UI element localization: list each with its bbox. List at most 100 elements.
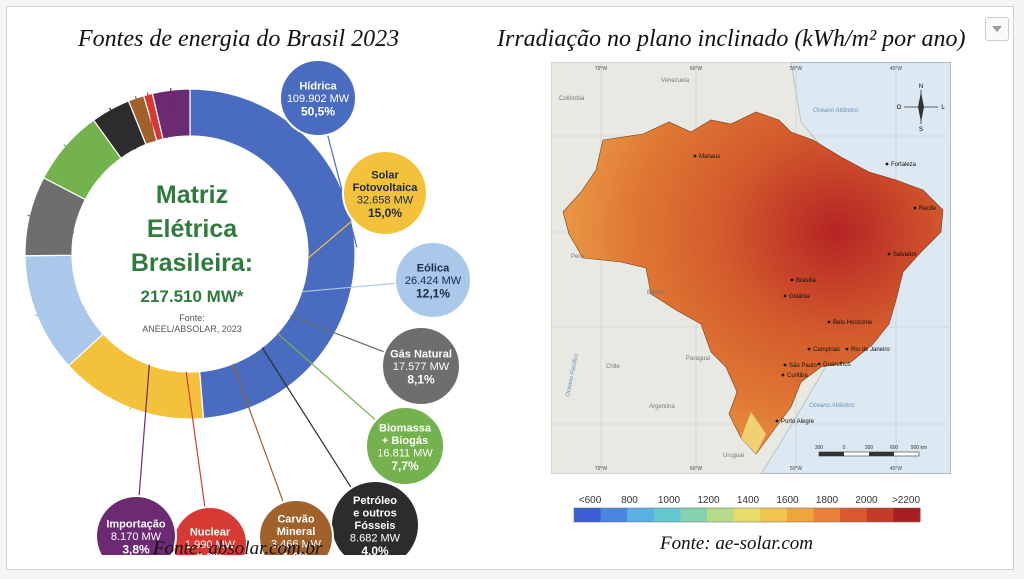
- city-label: Guarulhos: [823, 362, 851, 368]
- city-dot: [783, 363, 787, 367]
- chevron-down-icon[interactable]: [985, 17, 1009, 41]
- colorbar-cell: [786, 508, 815, 522]
- slice-mw: 32.658 MW: [357, 194, 414, 206]
- slice-mw: 1.990 MW: [185, 539, 236, 551]
- donut-hole: [72, 136, 308, 372]
- left-title: Fontes de energia do Brasil 2023: [78, 26, 400, 52]
- colorbar-cell: [760, 508, 788, 522]
- brazil-heatmap: [562, 111, 944, 455]
- colorbar-cell: [707, 508, 735, 522]
- slice-name: Nuclear: [190, 527, 231, 539]
- slice-mw: 16.811 MW: [377, 447, 433, 459]
- city-dot: [790, 278, 794, 282]
- ocean-label: Oceano Atlântico: [813, 108, 859, 114]
- country-label: Chile: [606, 364, 620, 370]
- center-source: ANEEL/ABSOLAR, 2023: [142, 324, 242, 334]
- center-line3: Brasileira:: [131, 249, 253, 277]
- center-line1: Matriz: [156, 181, 228, 209]
- city-label: São Paulo: [789, 363, 817, 369]
- colorbar-cell: [866, 508, 894, 522]
- scale-label: 900 km: [911, 445, 927, 451]
- slice-mw: 17.577 MW: [393, 361, 450, 373]
- city-label: Fortaleza: [891, 162, 917, 168]
- colorbar-tick-label: 800: [621, 495, 638, 506]
- slice-name: Fósseis: [355, 520, 396, 532]
- irradiation-colorbar: <600 800 1000 1200 1400 1600 1800 2000 >2200: [573, 495, 921, 523]
- scale-bar: 300 0 300 600 900 km: [815, 445, 927, 457]
- colorbar-cell: [813, 508, 841, 522]
- city-label: Salvador: [893, 252, 917, 258]
- slice-mw: 26.424 MW: [405, 275, 462, 287]
- compass-s: S: [919, 127, 923, 133]
- slice-name: e outros: [353, 508, 396, 520]
- colorbar-cell: [840, 508, 868, 522]
- colorbar-tick-label: 1800: [816, 495, 839, 506]
- city-dot: [827, 320, 831, 324]
- scale-label: 600: [890, 445, 899, 451]
- city-label: Curitiba: [787, 373, 808, 379]
- slice-percent: 8,1%: [407, 373, 435, 387]
- slice-name: Solar: [371, 169, 399, 181]
- slice-percent: 50,5%: [301, 105, 335, 119]
- slice-name: Carvão: [277, 513, 315, 525]
- city-dot: [775, 419, 779, 423]
- center-total: 217.510 MW*: [141, 287, 244, 306]
- colorbar-border: [573, 507, 921, 523]
- center-source-label: Fonte:: [179, 313, 205, 323]
- slice-name: Petróleo: [353, 495, 397, 507]
- slice-name: Mineral: [277, 526, 316, 538]
- scale-label: 300: [815, 445, 824, 451]
- city-dot: [817, 362, 821, 366]
- city-label: Recife: [919, 206, 937, 212]
- south-low-zone: [741, 412, 766, 454]
- lon-tick-top: 40°W: [890, 66, 903, 72]
- slice-mw: 109.902 MW: [287, 93, 350, 105]
- colorbar-tick-label: 1400: [737, 495, 760, 506]
- energy-matrix-donut: Matriz Elétrica Brasileira: 217.510 MW* …: [24, 59, 472, 556]
- colorbar-tick-label: 1000: [658, 495, 681, 506]
- compass-l: L: [941, 105, 945, 111]
- city-label: Belo Horizonte: [833, 320, 873, 326]
- city-dot: [807, 347, 811, 351]
- country-label: Uruguai: [723, 453, 744, 459]
- colorbar-cell: [733, 508, 761, 522]
- lon-tick-top: 60°W: [690, 66, 703, 72]
- slice-percent: 0,9%: [196, 551, 224, 556]
- city-dot: [693, 154, 697, 158]
- slice-mw: 8.170 MW: [111, 531, 162, 543]
- colorbar-tick-label: 1600: [776, 495, 799, 506]
- slice-name: Eólica: [417, 263, 450, 275]
- colorbar-cell: [653, 508, 681, 522]
- colorbar-cell: [680, 508, 708, 522]
- colorbar-cell: [574, 508, 602, 522]
- compass-o: O: [897, 105, 902, 111]
- city-dot: [845, 347, 849, 351]
- slice-percent: 4,0%: [361, 544, 389, 555]
- country-label: Bolívia: [647, 290, 666, 296]
- left-source: Fonte: absolar.com.br: [153, 538, 323, 559]
- city-dot: [885, 162, 889, 166]
- scale-label: 300: [865, 445, 874, 451]
- city-dot: [783, 294, 787, 298]
- slice-name: + Biogás: [382, 435, 428, 447]
- city-dot: [781, 373, 785, 377]
- country-label: Peru: [571, 254, 584, 260]
- country-label: Argentina: [649, 404, 675, 410]
- colorbar-cell: [600, 508, 628, 522]
- colorbar-cell: [893, 508, 921, 522]
- city-label: Porto Alegre: [781, 419, 815, 425]
- right-title: Irradiação no plano inclinado (kWh/m² po…: [497, 26, 966, 52]
- right-source: Fonte: ae-solar.com: [660, 533, 814, 554]
- city-label: Manaus: [699, 154, 720, 160]
- scale-label: 0: [843, 445, 846, 451]
- city-label: Goiânia: [789, 294, 810, 300]
- slice-name: Gás Natural: [390, 349, 452, 361]
- city-label: Rio de Janeiro: [851, 347, 890, 353]
- slice-percent: 12,1%: [416, 287, 450, 301]
